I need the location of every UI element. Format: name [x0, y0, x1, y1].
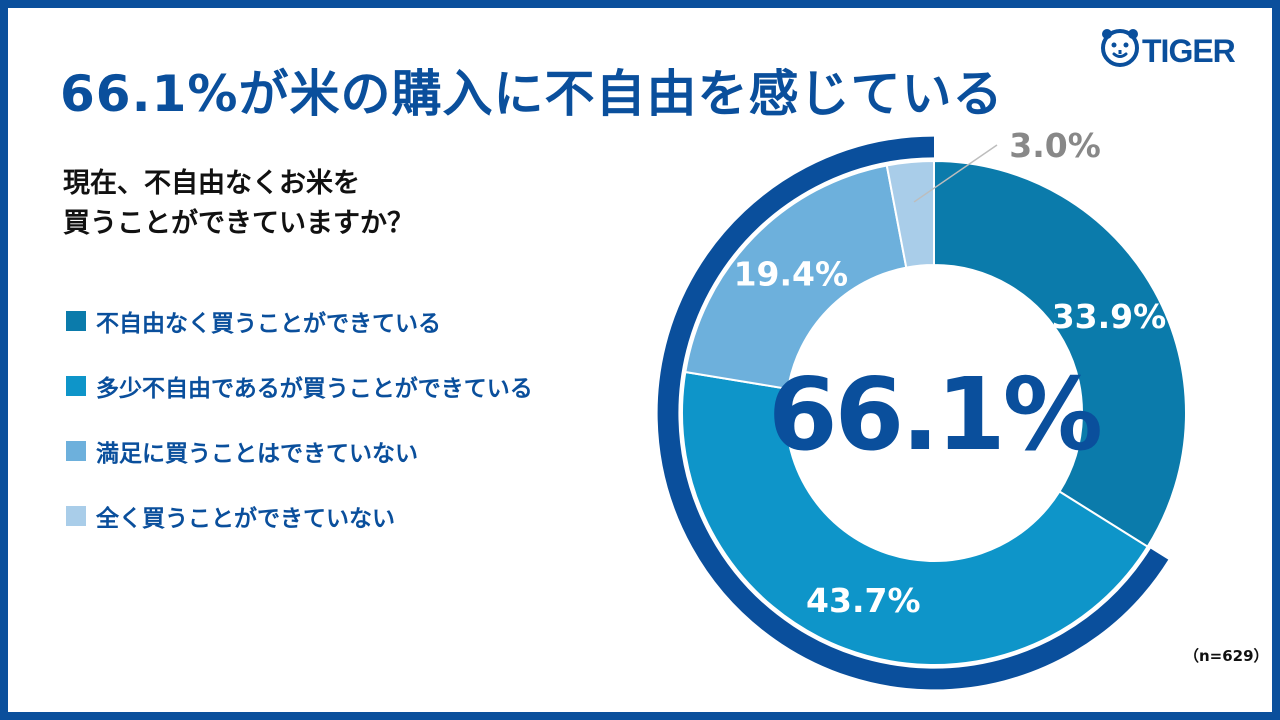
legend-swatch	[66, 506, 86, 526]
legend-label: 多少不自由であるが買うことができている	[96, 376, 533, 402]
slice-value-label: 33.9%	[1052, 297, 1167, 336]
donut-slice	[681, 370, 1149, 666]
center-total-label: 66.1%	[768, 356, 1101, 473]
sample-size-note: （n=629）	[1184, 647, 1269, 665]
legend-item: 多少不自由であるが買うことができている	[66, 366, 533, 406]
legend-swatch	[66, 311, 86, 331]
legend-item: 全く買うことができていない	[66, 496, 533, 536]
legend-swatch	[66, 441, 86, 461]
highlight-arc	[657, 136, 1169, 690]
leader-line	[913, 144, 998, 203]
legend-item: 満足に買うことはできていない	[66, 431, 533, 471]
question-line-2: 買うことができていますか？	[63, 208, 414, 239]
tiger-face-icon	[1101, 29, 1139, 67]
legend-item: 不自由なく買うことができている	[66, 301, 533, 341]
donut-slice	[885, 159, 935, 269]
brand-wordmark: TIGER	[1142, 33, 1236, 69]
chart-legend: 不自由なく買うことができている 多少不自由であるが買うことができている 満足に買…	[66, 301, 533, 561]
slice-value-label: 43.7%	[806, 581, 921, 620]
legend-swatch	[66, 376, 86, 396]
slice-value-label: 3.0%	[1009, 126, 1101, 165]
legend-label: 全く買うことができていない	[96, 506, 395, 532]
legend-label: 不自由なく買うことができている	[96, 311, 441, 337]
legend-label: 満足に買うことはできていない	[96, 441, 418, 467]
slice-value-label: 19.4%	[734, 254, 849, 293]
donut-slice	[933, 159, 1187, 549]
page-title: 66.1%が米の購入に不自由を感じている	[60, 65, 1004, 123]
tiger-logo: TIGER	[1101, 29, 1237, 69]
survey-question: 現在、不自由なくお米を 買うことができていますか？	[63, 164, 414, 244]
question-line-1: 現在、不自由なくお米を	[63, 168, 360, 199]
donut-slice	[684, 164, 908, 391]
